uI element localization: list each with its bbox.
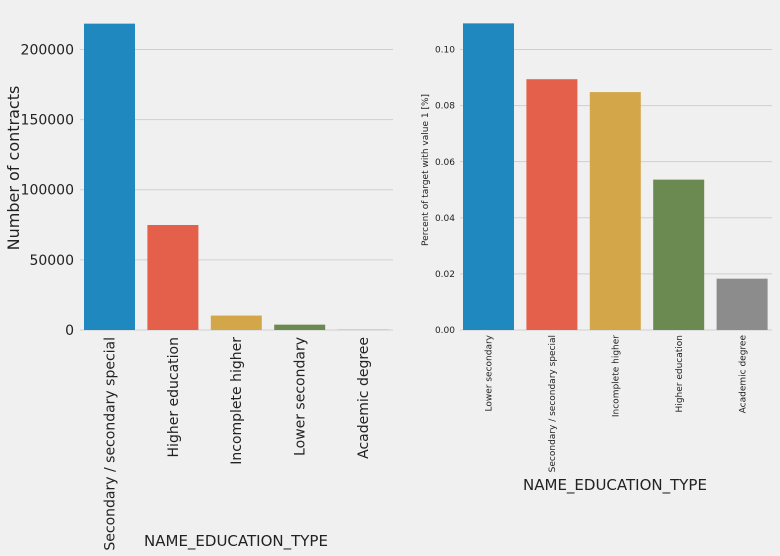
- right-bar-secondary-secondary-special: [526, 79, 578, 330]
- left-y-tick-label: 200000: [21, 42, 74, 58]
- right-x-tick-label: Lower secondary: [485, 334, 495, 411]
- left-bar-lower-secondary: [274, 324, 326, 330]
- right-x-tick-label: Higher education: [675, 335, 685, 412]
- right-y-tick-label: 0.10: [435, 46, 455, 56]
- left-bar-incomplete-higher: [210, 315, 262, 330]
- right-y-tick-label: 0.02: [435, 270, 455, 280]
- left-x-axis-label: NAME_EDUCATION_TYPE: [144, 532, 328, 551]
- right-y-tick-label: 0.08: [435, 102, 455, 112]
- right-bar-lower-secondary: [463, 23, 514, 330]
- right-x-tick-label: Incomplete higher: [611, 335, 621, 417]
- chart-percent-target: 0.00 0.02 0.04 0.06 0.08 0.10 Lower secondary…: [421, 23, 772, 495]
- right-y-tick-label: 0.04: [435, 214, 455, 224]
- left-y-tick-label: 0: [65, 323, 74, 339]
- right-y-tick-label: 0.00: [435, 326, 455, 336]
- left-y-tick-label: 100000: [21, 183, 74, 199]
- left-bars: [84, 23, 389, 331]
- right-x-axis-label: NAME_EDUCATION_TYPE: [523, 476, 707, 495]
- right-x-tick-label: Secondary / secondary special: [548, 335, 558, 472]
- left-x-tick-label: Secondary / secondary special: [102, 337, 118, 551]
- chart-number-of-contracts: 0 50000 100000 150000 200000 Secondary / sec…: [4, 23, 393, 551]
- left-x-tick-label: Higher education: [166, 337, 182, 457]
- right-bar-incomplete-higher: [589, 92, 641, 330]
- left-bar-secondary-secondary-special: [84, 23, 135, 331]
- left-x-tick-label: Lower secondary: [293, 337, 309, 456]
- right-y-tick-label: 0.06: [435, 158, 455, 168]
- left-y-tick-label: 150000: [21, 112, 74, 128]
- right-y-ticks: 0.00 0.02 0.04 0.06 0.08 0.10: [435, 46, 455, 337]
- right-x-ticks: Lower secondary Secondary / secondary spe…: [485, 334, 749, 472]
- right-bars: [463, 23, 768, 330]
- left-y-tick-label: 50000: [29, 253, 74, 269]
- right-x-tick-label: Academic degree: [738, 335, 748, 414]
- left-y-ticks: 0 50000 100000 150000 200000: [21, 42, 74, 339]
- left-x-tick-label: Incomplete higher: [229, 337, 245, 465]
- left-bar-higher-education: [147, 224, 199, 330]
- right-bar-higher-education: [653, 179, 705, 330]
- left-y-axis-label: Number of contracts: [4, 86, 23, 251]
- left-x-tick-label: Academic degree: [356, 337, 372, 459]
- left-x-ticks: Secondary / secondary special Higher educ…: [102, 337, 372, 551]
- right-bar-academic-degree: [716, 278, 768, 330]
- right-y-axis-label: Percent of target with value 1 [%]: [421, 94, 431, 246]
